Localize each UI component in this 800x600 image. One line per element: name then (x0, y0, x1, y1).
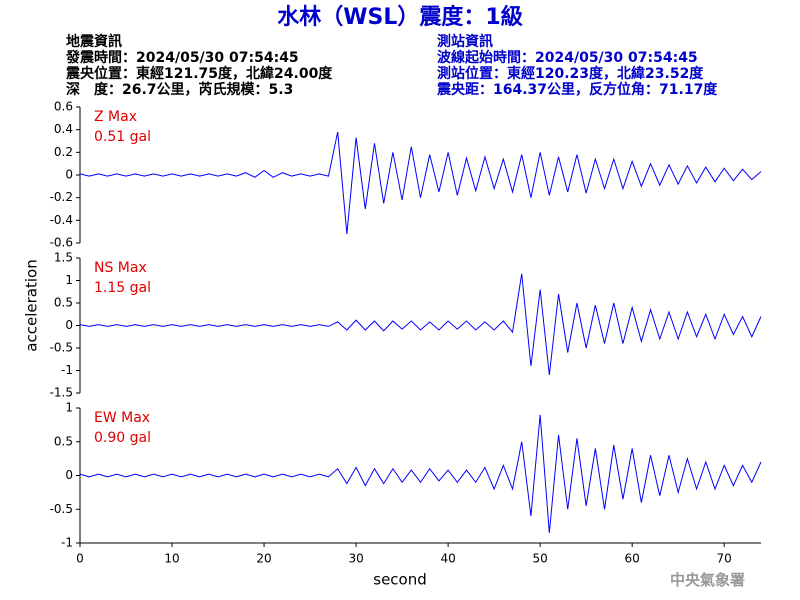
y-tick-label: -1.5 (50, 386, 73, 400)
chart-title: 水林（WSL）震度：1級 (277, 4, 522, 30)
x-axis-label: second (373, 571, 427, 589)
y-tick-label: 0.5 (54, 296, 73, 310)
x-tick-label: 50 (532, 552, 547, 566)
y-tick-label: -1 (61, 363, 73, 377)
waveform (79, 131, 762, 234)
info-right: 測站資訊 (437, 33, 493, 50)
x-tick-label: 40 (440, 552, 455, 566)
info-right: 波線起始時間：2024/05/30 07:54:45 (437, 49, 698, 66)
x-tick-label: 20 (256, 552, 271, 566)
y-tick-label: 0.4 (54, 122, 73, 136)
x-tick-label: 0 (76, 552, 84, 566)
y-tick-label: -0.4 (50, 213, 73, 227)
info-left: 發震時間：2024/05/30 07:54:45 (65, 49, 299, 66)
info-right: 測站位置：東經120.23度，北緯23.52度 (437, 65, 704, 82)
y-tick-label: 0.2 (54, 145, 73, 159)
y-tick-label: 1 (65, 273, 73, 287)
y-tick-label: -0.2 (50, 190, 73, 204)
info-left: 震央位置：東經121.75度，北緯24.00度 (65, 65, 333, 82)
y-tick-label: -0.5 (50, 502, 73, 516)
waveform (79, 414, 762, 533)
info-left: 地震資訊 (66, 33, 122, 50)
waveform (79, 273, 762, 376)
x-tick-label: 30 (348, 552, 363, 566)
y-tick-label: 0.5 (54, 434, 73, 448)
annotation: 0.51 gal (94, 129, 151, 145)
y-tick-label: -0.6 (50, 236, 73, 250)
y-tick-label: 0.6 (54, 100, 73, 114)
y-tick-label: 0 (65, 318, 73, 332)
y-tick-label: 0 (65, 168, 73, 182)
x-tick-label: 60 (625, 552, 640, 566)
y-tick-label: 1 (65, 401, 73, 415)
annotation: NS Max (94, 260, 147, 276)
info-right: 震央距：164.37公里，反方位角：71.17度 (436, 81, 718, 98)
y-tick-label: -1 (61, 536, 73, 550)
annotation: Z Max (94, 109, 137, 125)
x-tick-label: 70 (717, 552, 732, 566)
y-axis-label: acceleration (23, 259, 41, 351)
annotation: 1.15 gal (94, 280, 151, 296)
y-tick-label: 0 (65, 468, 73, 482)
annotation: EW Max (94, 410, 150, 426)
y-tick-label: -0.5 (50, 341, 73, 355)
y-tick-label: 1.5 (54, 251, 73, 265)
info-left: 深 度：26.7公里，芮氏規模：5.3 (66, 81, 293, 98)
annotation: 0.90 gal (94, 430, 151, 446)
x-tick-label: 10 (164, 552, 179, 566)
footer: 中央氣象署 (670, 571, 745, 589)
